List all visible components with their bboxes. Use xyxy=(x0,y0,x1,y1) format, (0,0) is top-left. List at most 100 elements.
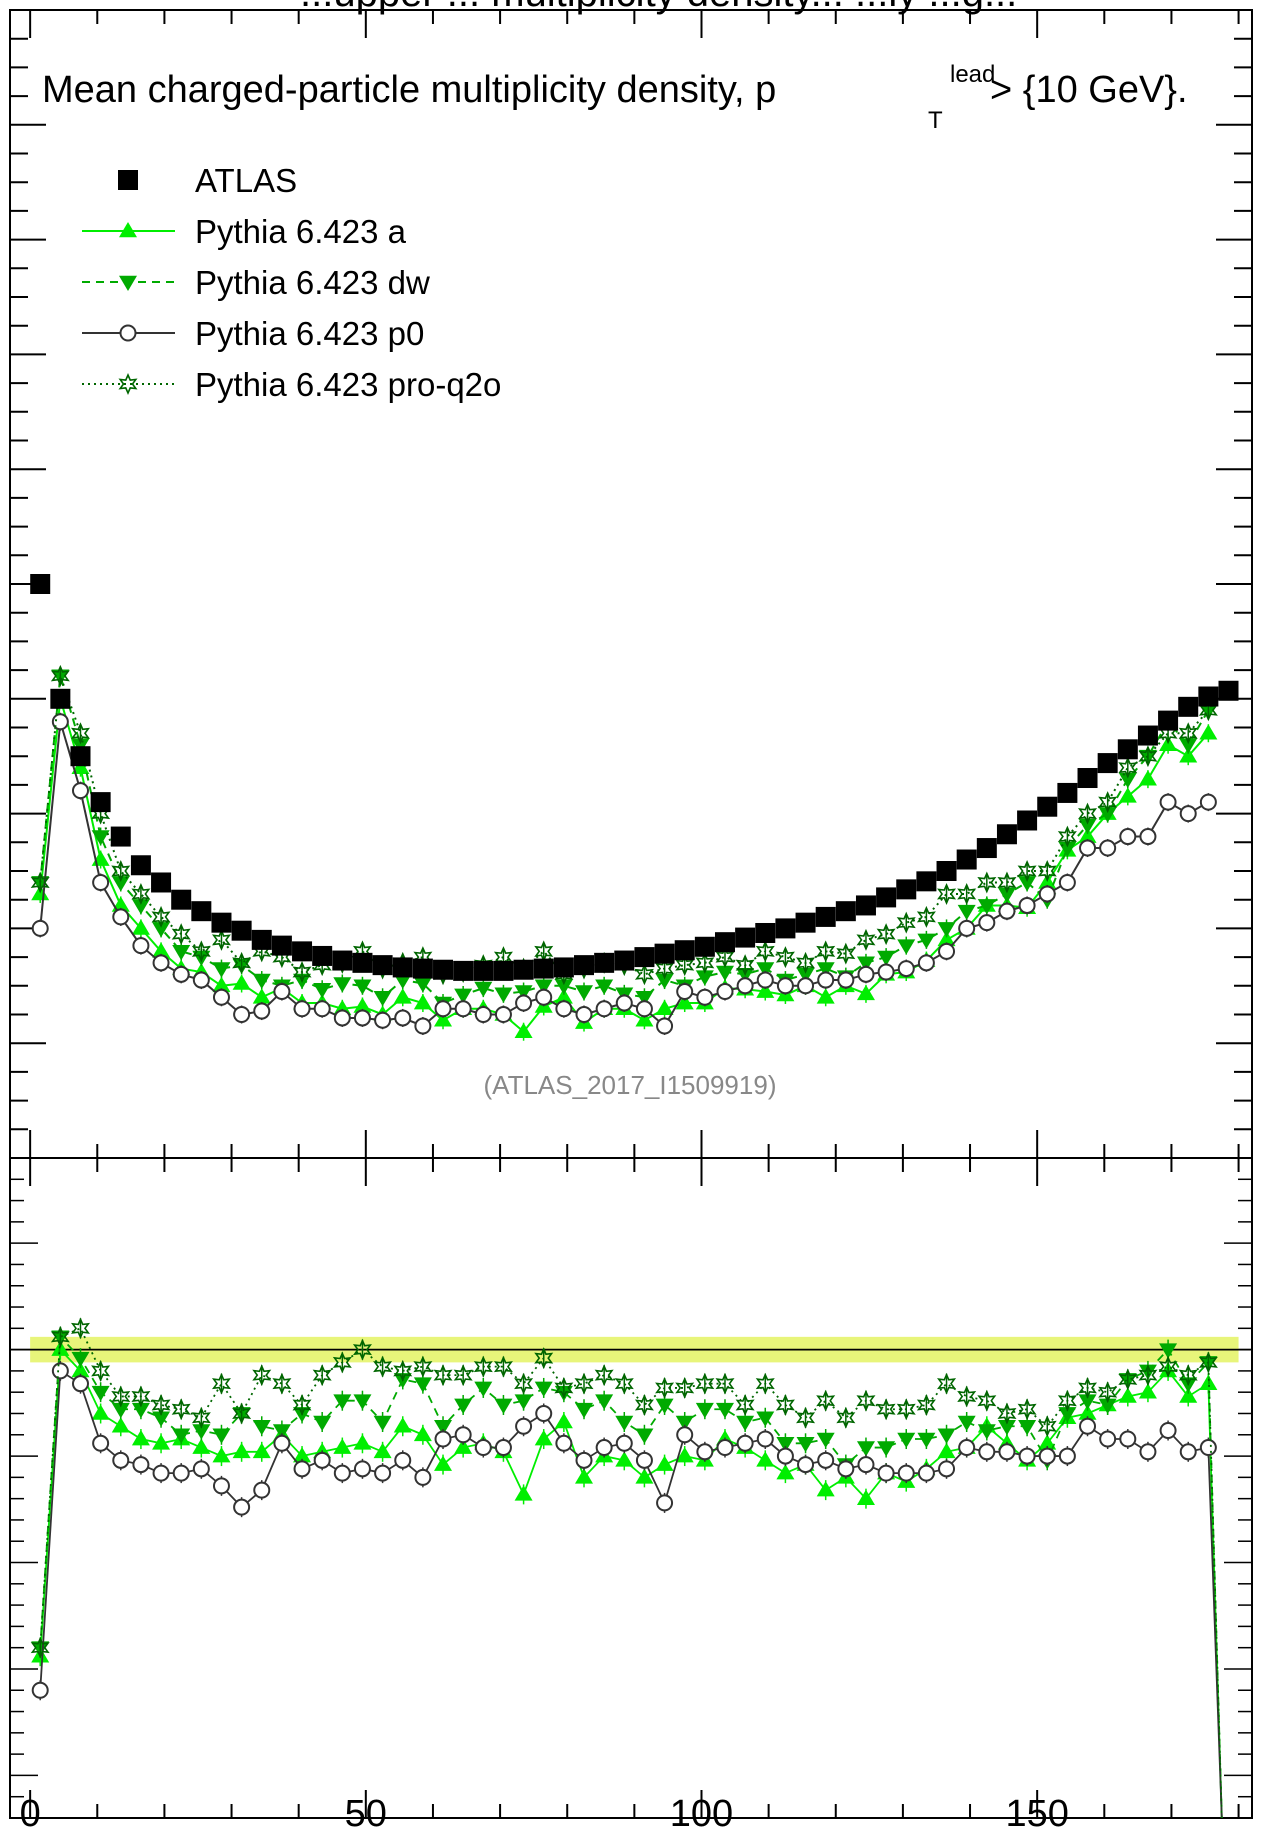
data-point xyxy=(997,871,1017,894)
ratio-point xyxy=(232,1442,251,1459)
data-point xyxy=(293,1000,311,1018)
data-point xyxy=(232,974,251,990)
ratio-point xyxy=(756,1451,775,1467)
data-point xyxy=(454,988,473,1004)
ratio-point xyxy=(353,1434,372,1450)
data-point xyxy=(937,930,956,947)
data-point xyxy=(514,985,533,1001)
atlas-data-point xyxy=(473,960,494,981)
legend: ATLAS Pythia 6.423 a Pythia 6.423 dw Pythia… xyxy=(82,162,501,403)
ratio-point xyxy=(293,1447,312,1463)
data-point xyxy=(1058,873,1076,891)
data-point xyxy=(937,882,957,905)
atlas-data-point xyxy=(1077,768,1098,789)
ratio-point xyxy=(575,1402,594,1419)
data-point xyxy=(957,904,976,921)
ratio-point xyxy=(715,1402,734,1419)
data-point xyxy=(796,951,816,974)
ratio-point xyxy=(997,1402,1017,1425)
series-line-1 xyxy=(39,698,1210,1034)
legend-marker xyxy=(118,373,138,395)
ratio-point xyxy=(857,1456,875,1474)
ratio-point xyxy=(413,1355,433,1378)
ratio-point xyxy=(715,1372,735,1395)
atlas-data-point xyxy=(634,947,655,968)
data-point xyxy=(816,962,835,978)
ratio-point xyxy=(313,1415,332,1431)
ratio-point xyxy=(615,1451,634,1467)
ratio-point xyxy=(837,1460,855,1478)
legend-marker xyxy=(119,222,137,238)
ratio-point xyxy=(736,1415,755,1431)
ratio-point xyxy=(171,1398,191,1421)
data-point xyxy=(212,962,231,978)
x-tick-label: 50 xyxy=(345,1793,387,1829)
data-point xyxy=(233,1006,251,1023)
ratio-point xyxy=(534,1430,553,1446)
atlas-data-point xyxy=(594,952,615,973)
data-point xyxy=(897,939,916,955)
data-point xyxy=(131,919,150,935)
ratio-point xyxy=(1098,1381,1118,1404)
data-point xyxy=(1139,828,1157,846)
atlas-data-point xyxy=(332,950,353,971)
data-point xyxy=(816,940,836,963)
data-point xyxy=(1159,793,1177,811)
ratio-point xyxy=(1119,1430,1137,1448)
data-point xyxy=(1057,825,1077,848)
ratio-point xyxy=(917,1432,936,1449)
atlas-data-point xyxy=(835,901,856,922)
data-point xyxy=(555,1000,573,1018)
data-point xyxy=(131,882,151,905)
ratio-point xyxy=(797,1456,815,1474)
legend-label: Pythia 6.423 dw xyxy=(195,264,430,301)
data-point xyxy=(676,983,694,1001)
ratio-point xyxy=(595,1439,613,1457)
data-point xyxy=(938,942,956,960)
data-point xyxy=(977,899,996,915)
ratio-point xyxy=(30,1636,50,1659)
main-panel-marks xyxy=(30,574,1239,1041)
legend-label: Pythia 6.423 a xyxy=(195,213,407,250)
ratio-point xyxy=(534,1381,553,1397)
data-point xyxy=(917,933,936,949)
data-point xyxy=(353,997,372,1013)
ratio-point xyxy=(252,1364,272,1387)
atlas-data-point xyxy=(453,960,474,981)
ratio-point xyxy=(877,1441,896,1457)
ratio-point xyxy=(938,1460,956,1478)
legend-marker xyxy=(119,275,137,291)
ratio-point xyxy=(71,1351,90,1368)
watermark-label: (ATLAS_2017_I1509919) xyxy=(484,1070,777,1100)
ratio-point xyxy=(474,1439,492,1457)
ratio-point xyxy=(152,1434,171,1450)
ratio-point xyxy=(635,1451,653,1469)
data-point xyxy=(292,961,312,984)
ratio-point xyxy=(1018,1419,1037,1436)
ratio-point xyxy=(836,1406,856,1429)
ratio-point xyxy=(775,1393,795,1416)
data-point xyxy=(515,994,533,1012)
data-point xyxy=(373,990,392,1007)
ratio-point xyxy=(111,1417,130,1433)
ratio-point xyxy=(634,1393,654,1416)
ratio-point xyxy=(373,1442,392,1459)
data-point xyxy=(71,758,90,774)
data-point xyxy=(1078,802,1098,825)
ratio-point xyxy=(514,1372,534,1395)
data-point xyxy=(1199,793,1217,811)
ratio-point xyxy=(1018,1447,1036,1465)
data-point xyxy=(856,928,876,951)
ratio-point xyxy=(554,1413,573,1429)
ratio-point xyxy=(1078,1394,1097,1410)
atlas-data-point xyxy=(110,826,131,847)
data-point xyxy=(1078,827,1097,843)
ratio-point xyxy=(1178,1364,1198,1387)
data-point xyxy=(775,946,795,969)
ratio-point xyxy=(111,1402,130,1419)
data-point xyxy=(172,965,190,983)
ratio-point xyxy=(937,1428,956,1444)
ratio-point xyxy=(716,1439,734,1457)
ratio-point xyxy=(735,1393,755,1416)
atlas-data-point xyxy=(433,959,454,980)
